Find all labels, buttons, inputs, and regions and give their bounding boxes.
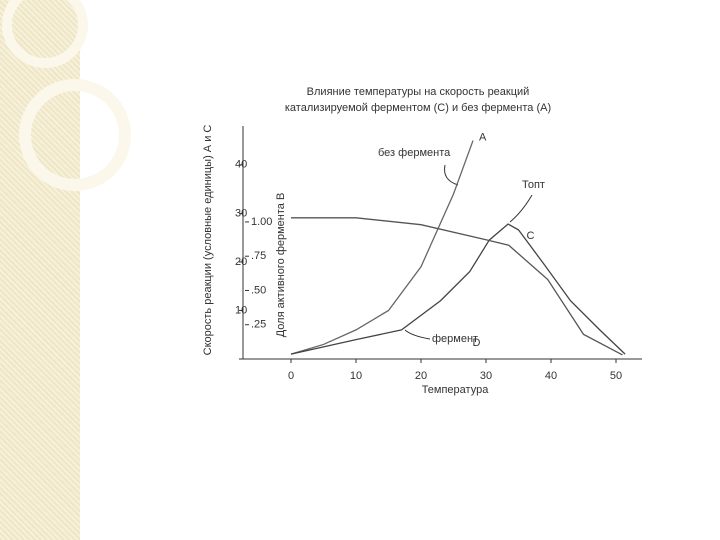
annotation: фермент [432,333,478,345]
y-tick-label: 30 [235,207,247,219]
y2-tick-label: 1.00 [251,216,272,228]
decor-circle [2,0,88,68]
series-line [291,217,623,356]
x-axis-label: Температура [422,384,490,396]
x-tick-label: 30 [480,370,492,382]
decor-circle [19,79,131,191]
arrow [509,194,533,223]
chart-title: катализируемой ферментом (С) и без ферме… [285,102,551,114]
chart-title: Влияние температуры на скорость реакций [307,86,530,98]
y-axis-label: Скорость реакции (условные единицы) А и … [202,125,214,356]
x-tick-label: 10 [350,370,362,382]
arrow [404,329,431,340]
y2-tick-label: .25 [251,319,266,331]
y-tick-label: 20 [235,256,247,268]
x-tick-label: 0 [288,370,294,382]
annotation: без фермента [378,147,451,159]
y2-tick-label: .75 [251,250,266,262]
series-label: A [479,131,487,143]
y-tick-label: 40 [235,159,247,171]
x-tick-label: 20 [415,370,427,382]
x-tick-label: 40 [545,370,557,382]
arrow [444,164,459,186]
annotation: Топт [522,179,545,191]
series-label: C [527,230,535,242]
series-label: D [473,337,481,349]
series-line [290,140,474,355]
y-tick-label: 10 [235,304,247,316]
x-tick-label: 50 [610,370,622,382]
series-line [290,223,626,355]
y2-axis-label: Доля активного фермента В [275,193,287,338]
y2-tick-label: .50 [251,284,266,296]
